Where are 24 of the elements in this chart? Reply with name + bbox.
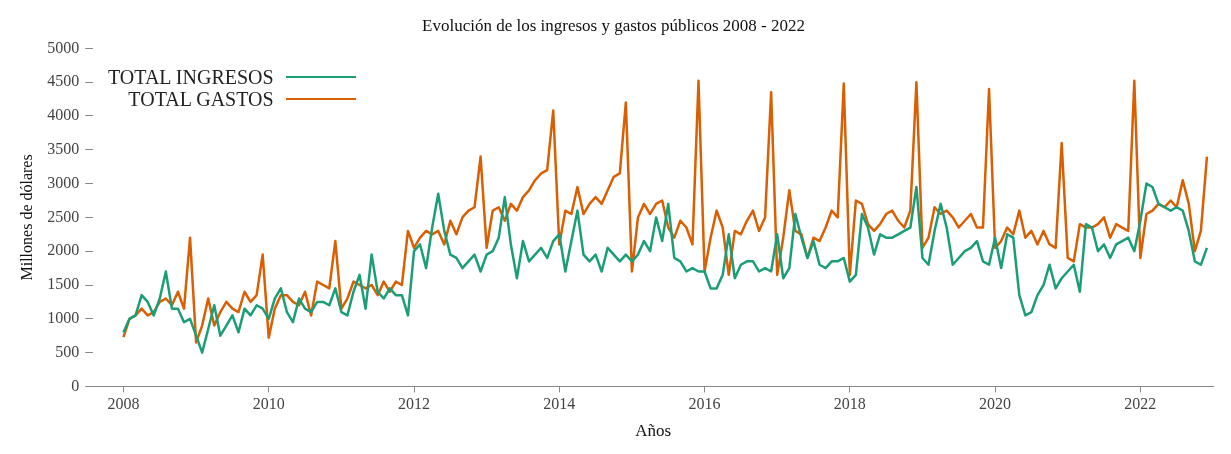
x-tick-label: 2008 <box>107 395 140 413</box>
y-tick-label: 2500 <box>47 207 80 225</box>
legend-label: TOTAL INGRESOS <box>108 66 274 88</box>
y-tick-label: 3500 <box>47 140 80 157</box>
x-tick-label: 2012 <box>398 395 431 413</box>
y-tick-label: 500 <box>55 342 80 360</box>
y-tick-label: 3000 <box>47 173 80 191</box>
y-tick-label: 1000 <box>47 309 80 326</box>
x-tick-label: 2022 <box>1124 395 1157 413</box>
y-tick-label: 2000 <box>47 241 80 259</box>
x-tick-label: 2020 <box>979 395 1012 413</box>
y-tick-label: 4500 <box>47 72 80 90</box>
x-axis-title: Años <box>635 421 672 441</box>
y-tick-label: 0 <box>71 376 80 394</box>
y-tick-label: 1500 <box>47 275 80 293</box>
chart-title: Evolución de los ingresos y gastos públicos 2008 - 2022 <box>422 15 805 35</box>
x-tick-label: 2014 <box>543 395 576 413</box>
x-tick-label: 2018 <box>833 395 866 413</box>
x-tick-label: 2016 <box>688 395 721 413</box>
x-tick-label: 2010 <box>252 395 285 413</box>
y-tick-label: 5000 <box>47 38 80 56</box>
y-tick-label: 4000 <box>47 106 80 124</box>
legend-label: TOTAL GASTOS <box>128 88 274 110</box>
y-axis-title: Millones de dólares <box>17 154 35 281</box>
